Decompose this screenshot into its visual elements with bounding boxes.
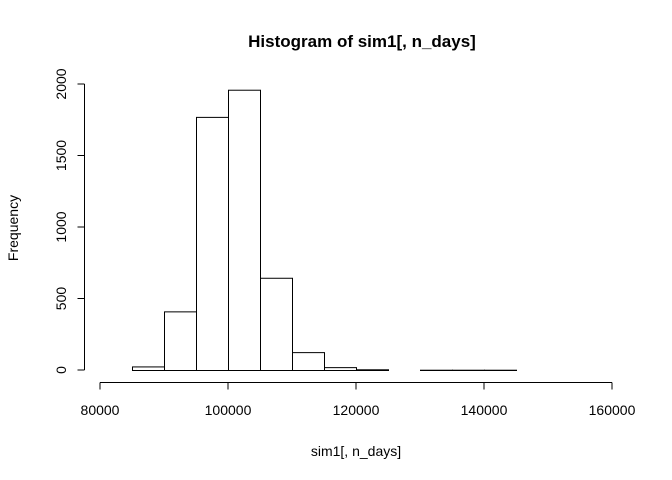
y-tick-label: 2000 [53, 68, 69, 99]
histogram-bar [228, 89, 261, 371]
x-tick-label: 120000 [333, 402, 380, 418]
histogram-bar [164, 311, 197, 371]
x-tick-label: 140000 [461, 402, 508, 418]
histogram-bar [292, 352, 325, 371]
histogram-bar [260, 277, 293, 372]
x-tick-label: 80000 [81, 402, 120, 418]
chart-title: Histogram of sim1[, n_days] [248, 32, 476, 51]
histogram-bar [196, 116, 229, 371]
y-axis-label: Frequency [5, 195, 21, 261]
y-tick-label: 0 [53, 366, 69, 374]
histogram-bar [356, 369, 389, 372]
histogram-bar [324, 367, 357, 372]
y-axis: 0 500 1000 1500 2000 [53, 68, 85, 374]
x-axis: 80000 100000 120000 140000 160000 [81, 382, 636, 418]
y-tick-label: 1000 [53, 211, 69, 242]
x-tick-label: 100000 [205, 402, 252, 418]
x-axis-label: sim1[, n_days] [311, 443, 401, 459]
histogram-bars [132, 89, 517, 372]
y-tick-label: 1500 [53, 140, 69, 171]
y-tick-label: 500 [53, 287, 69, 311]
x-tick-label: 160000 [589, 402, 636, 418]
histogram-bar [132, 366, 165, 371]
